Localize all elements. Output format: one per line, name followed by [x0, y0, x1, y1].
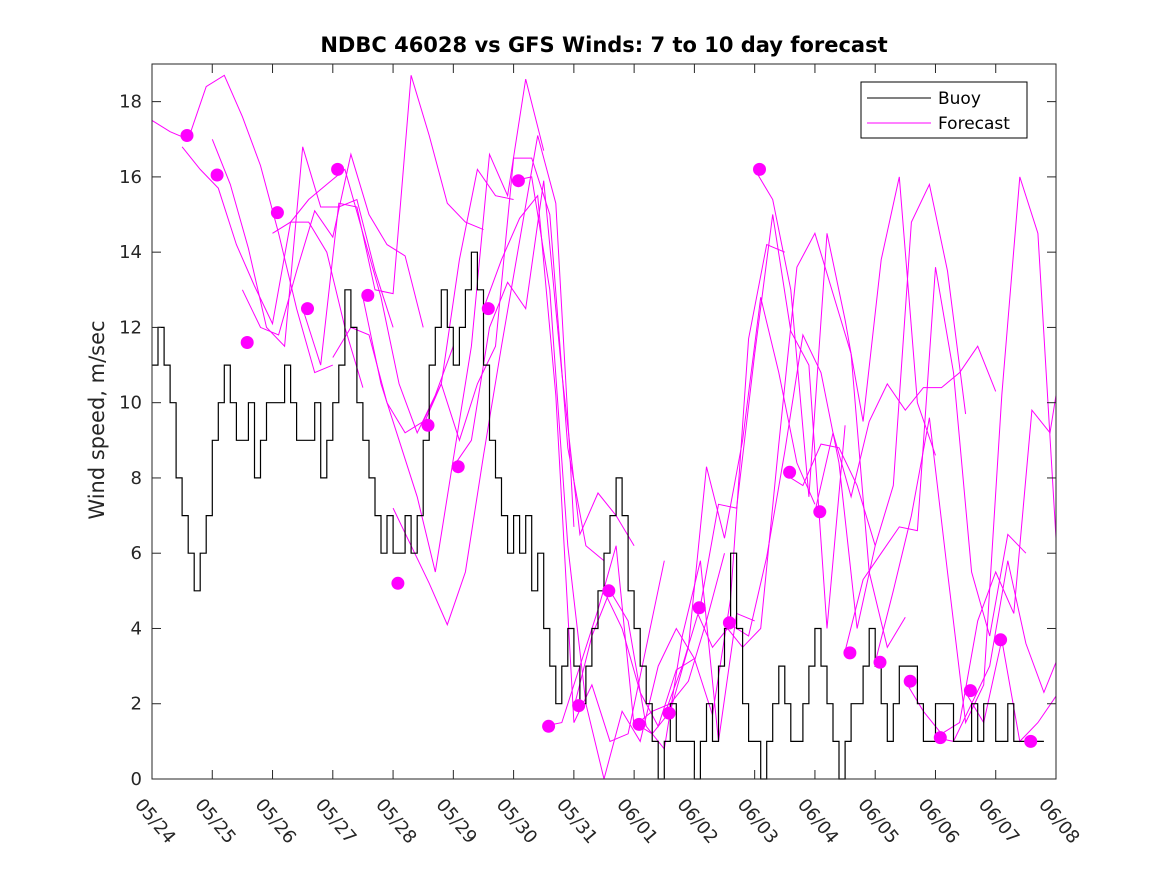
legend-box	[860, 81, 1028, 139]
x-tick-label: 05/29	[432, 795, 481, 848]
y-axis-label: Wind speed, m/sec	[85, 320, 109, 519]
x-tick-label: 06/07	[974, 795, 1023, 848]
x-tick-label: 06/05	[853, 795, 902, 848]
forecast-marker	[602, 584, 616, 598]
forecast-line-27	[935, 560, 1057, 742]
forecast-line-28	[965, 639, 1057, 743]
forecast-marker	[1024, 734, 1038, 748]
forecast-marker	[421, 418, 435, 432]
chart-title: NDBC 46028 vs GFS Winds: 7 to 10 day for…	[320, 33, 887, 57]
y-tick-label: 4	[131, 618, 142, 639]
forecast-marker	[813, 505, 827, 519]
forecast-line-3	[211, 139, 394, 348]
x-tick-label: 06/08	[1034, 795, 1083, 848]
forecast-marker	[301, 302, 314, 316]
forecast-marker	[662, 706, 676, 720]
forecast-marker	[963, 684, 977, 698]
forecast-marker	[451, 460, 465, 474]
y-tick-label: 18	[119, 92, 142, 113]
y-tick-label: 10	[119, 393, 142, 414]
forecast-marker	[391, 576, 405, 590]
forecast-marker	[753, 162, 766, 176]
forecast-marker	[572, 699, 586, 713]
y-tick-label: 6	[131, 543, 142, 564]
forecast-line-10	[422, 157, 605, 562]
x-tick-label: 06/03	[733, 795, 782, 848]
y-tick-label: 12	[119, 317, 142, 338]
forecast-marker	[903, 674, 917, 688]
forecast-marker	[542, 719, 556, 733]
forecast-line-25	[874, 176, 1057, 725]
x-tick-label: 05/25	[190, 795, 239, 848]
forecast-line-2	[181, 146, 364, 388]
y-tick-label: 0	[131, 769, 142, 790]
axes-frame	[151, 63, 1057, 780]
x-tick-label: 06/02	[673, 795, 722, 848]
forecast-line-9	[392, 135, 575, 627]
y-tick-label: 14	[119, 242, 142, 263]
forecast-line-11	[452, 180, 635, 546]
forecast-line-6	[302, 75, 484, 366]
forecast-line-26	[904, 395, 1057, 735]
forecast-line-5	[272, 168, 454, 435]
forecast-line-23	[814, 345, 997, 512]
forecast-line-18	[663, 214, 846, 716]
x-tick-label: 05/27	[311, 795, 360, 848]
forecast-line-12	[483, 194, 665, 743]
forecast-line-13	[513, 176, 695, 780]
forecast-marker	[783, 465, 797, 479]
forecast-marker	[873, 655, 887, 669]
legend: Buoy Forecast	[860, 81, 1028, 139]
x-tick-label: 05/30	[492, 795, 541, 848]
y-tick-label: 2	[131, 694, 142, 715]
y-tick-label: 8	[131, 468, 142, 489]
x-tick-label: 05/28	[371, 795, 420, 848]
x-tick-label: 05/26	[251, 795, 300, 848]
x-tick-label: 05/24	[130, 795, 179, 848]
forecast-line-8	[362, 78, 545, 573]
forecast-marker	[722, 616, 736, 630]
buoy-line	[152, 251, 1044, 780]
forecast-line-22	[784, 182, 967, 548]
forecast-marker	[481, 302, 495, 316]
forecast-marker	[270, 206, 284, 220]
forecast-marker	[361, 288, 375, 302]
forecast-marker	[692, 601, 706, 615]
forecast-line-24	[844, 267, 1027, 652]
x-tick-label: 06/01	[612, 795, 661, 848]
forecast-line-21	[754, 169, 936, 497]
forecast-line-4	[241, 152, 424, 336]
forecast-marker	[331, 162, 345, 176]
forecast-marker	[210, 168, 224, 182]
legend-forecast-label: Forecast	[938, 114, 1010, 134]
forecast-line-16	[603, 243, 785, 728]
y-tick-label: 16	[119, 167, 142, 188]
x-tick-label: 06/04	[793, 795, 842, 848]
forecast-marker	[632, 717, 646, 731]
x-tick-label: 06/06	[914, 795, 963, 848]
plot-area	[151, 74, 1057, 780]
forecast-marker	[994, 633, 1008, 647]
forecast-marker	[843, 646, 857, 660]
legend-buoy-label: Buoy	[938, 89, 981, 109]
forecast-marker	[240, 336, 254, 349]
forecast-marker	[511, 174, 525, 188]
forecast-marker	[180, 129, 194, 142]
x-tick-label: 05/31	[552, 795, 601, 848]
forecast-line-15	[573, 560, 755, 751]
forecast-line-1	[151, 74, 333, 374]
forecast-line-17	[633, 297, 816, 735]
forecast-marker	[933, 731, 947, 745]
forecast-line-20	[724, 231, 906, 649]
